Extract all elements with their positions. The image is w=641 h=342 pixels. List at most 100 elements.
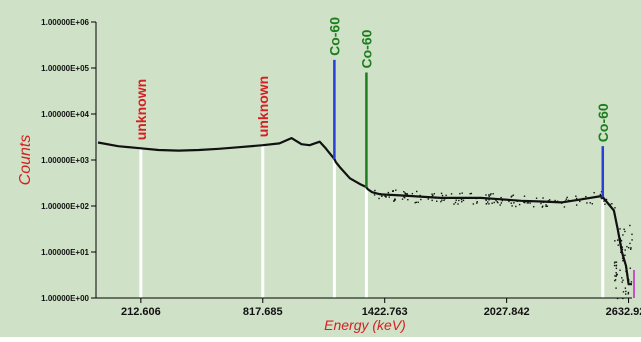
spectrum-noise-point (431, 193, 433, 195)
spectrum-noise-point (541, 205, 544, 207)
spectrum-noise-point (542, 197, 544, 199)
spectrum-noise-point (619, 238, 621, 241)
spectrum-noise-point (490, 193, 492, 195)
spectrum-noise-point (604, 203, 606, 205)
spectrum-noise-point (388, 196, 390, 198)
y-tick-label: 1.00000E+06 (41, 18, 89, 27)
y-axis-label: Counts (17, 135, 34, 186)
spectrum-noise-point (516, 200, 519, 202)
spectrum-noise-point (575, 195, 577, 197)
spectrum-noise-point (609, 203, 611, 206)
spectrum-noise-point (489, 194, 492, 196)
spectrum-noise-point (420, 198, 422, 201)
spectrum-noise-point (404, 196, 406, 199)
spectrum-noise-point (510, 196, 512, 198)
spectrum-noise-point (381, 195, 383, 197)
spectrum-noise-point (515, 205, 517, 208)
spectrum-noise-point (540, 202, 542, 205)
spectrum-noise-point (579, 200, 581, 203)
spectrum-noise-point (476, 201, 478, 203)
x-tick-label: 212.606 (121, 306, 161, 318)
spectrum-noise-point (415, 201, 417, 204)
spectrum-noise-point (461, 192, 463, 194)
spectrum-noise-point (566, 196, 568, 199)
spectrum-noise-point (470, 192, 473, 195)
spectrum-noise-point (622, 291, 625, 293)
spectrum-noise-point (542, 201, 545, 204)
plot-area (97, 59, 633, 300)
spectrum-noise-point (586, 202, 588, 204)
spectrum-noise-point (416, 190, 418, 193)
y-tick-label: 1.00000E+04 (41, 110, 89, 119)
spectrum-noise-point (629, 267, 631, 269)
spectrum-noise-point (614, 240, 616, 242)
spectrum-noise-point (508, 199, 510, 201)
spectrum-noise-point (523, 195, 526, 197)
spectrum-noise-point (462, 199, 465, 202)
spectrum-noise-point (515, 199, 517, 201)
spectrum-noise-point (485, 203, 488, 205)
spectrum-noise-point (593, 191, 595, 194)
x-tick-label: 817.685 (243, 306, 283, 318)
spectrum-noise-point (461, 200, 463, 203)
spectrum-noise-point (407, 198, 409, 201)
spectrum-noise-point (614, 275, 616, 277)
spectrum-noise-point (440, 192, 443, 195)
x-tick-label: 2632.921 (606, 306, 641, 318)
spectrum-noise-point (611, 203, 613, 205)
spectrum-noise-point (378, 197, 380, 200)
spectrum-noise-point (564, 200, 567, 202)
spectrum-noise-point (414, 201, 416, 204)
spectrum-noise-point (493, 201, 495, 204)
spectrum-noise-point (510, 202, 512, 204)
spectrum-noise-point (565, 198, 568, 200)
spectrum-noise-point (622, 254, 625, 257)
spectrum-noise-point (432, 194, 434, 196)
spectrum-noise-point (508, 200, 510, 203)
spectrum-noise-point (547, 200, 550, 202)
spectrum-noise-point (620, 243, 622, 245)
spectrum-noise-point (401, 198, 404, 200)
spectrum-noise-point (411, 192, 414, 195)
spectrum-noise-point (419, 194, 421, 197)
spectrum-noise-point (624, 249, 626, 251)
spectrum-noise-point (526, 202, 529, 204)
annotations-layer: unknown unknown Co-60 Co-60 Co-60 (133, 17, 611, 142)
spectrum-noise-point (441, 199, 443, 201)
spectrum-noise-point (535, 197, 538, 199)
spectrum-noise-point (436, 200, 438, 202)
spectrum-noise-point (603, 200, 605, 202)
spectrum-noise-point (431, 199, 433, 202)
spectrum-noise-point (614, 207, 616, 209)
spectrum-noise-point (529, 202, 531, 204)
spectrum-noise-point (512, 194, 515, 196)
spectrum-noise-point (487, 201, 489, 203)
spectrum-noise-point (480, 197, 482, 199)
spectrum-noise-point (622, 259, 624, 262)
spectrum-noise-point (616, 239, 619, 241)
annotation-label: Co-60 (358, 29, 374, 68)
spectrum-noise-point (444, 198, 446, 200)
spectrum-noise-point (625, 293, 627, 295)
spectrum-noise-point (619, 237, 621, 240)
spectrum-noise-point (615, 267, 618, 270)
spectrum-noise-point (511, 195, 513, 197)
spectrum-noise-point (600, 197, 602, 199)
spectrum-noise-point (589, 202, 591, 204)
spectrum-noise-point (445, 194, 447, 197)
spectrum-noise-point (489, 197, 492, 200)
spectrum-noise-point (628, 279, 630, 281)
spectrum-noise-point (624, 254, 626, 256)
spectrum-noise-point (443, 196, 445, 199)
spectrum-noise-point (541, 206, 544, 208)
spectrum-noise-point (560, 202, 563, 204)
spectrum-noise-point (601, 197, 603, 200)
spectrum-noise-point (624, 230, 626, 233)
spectrum-noise-point (527, 202, 529, 204)
spectrum-noise-point (533, 205, 535, 208)
spectrum-noise-point (615, 272, 617, 274)
spectrum-noise-point (423, 196, 426, 198)
spectrum-noise-point (385, 196, 387, 198)
spectrum-noise-point (613, 264, 616, 267)
spectrum-noise-point (615, 265, 617, 267)
